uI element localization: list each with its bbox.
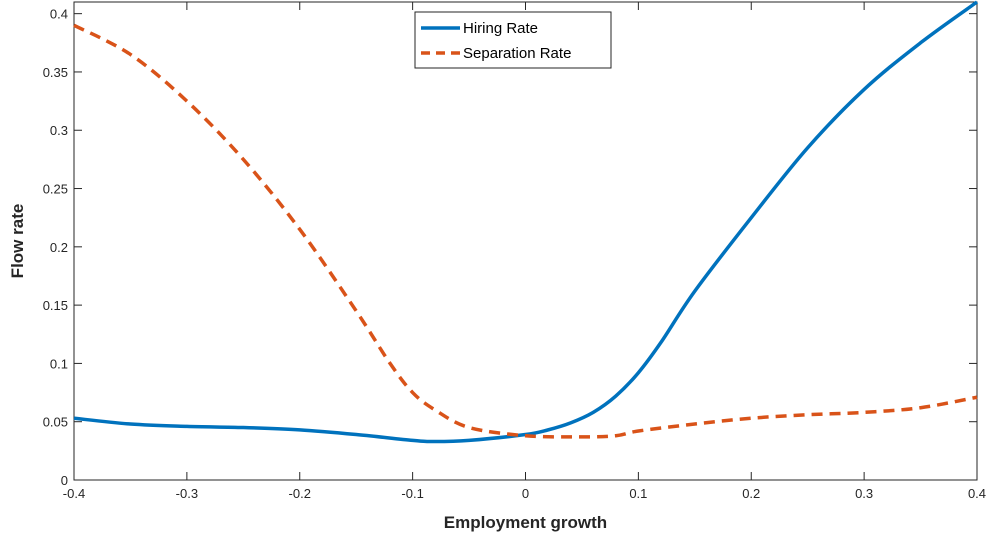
series-line-separation-rate (73, 23, 978, 439)
x-tick-label: 0 (522, 486, 529, 501)
legend-label-hiring-rate: Hiring Rate (463, 20, 538, 37)
y-axis-label: Flow rate (8, 204, 27, 279)
x-tick-label: 0.3 (855, 486, 873, 501)
y-tick-label: 0.1 (50, 356, 68, 371)
y-tick-label: 0.25 (43, 182, 68, 197)
y-tick-label: 0.35 (43, 65, 68, 80)
x-tick-label: -0.1 (401, 486, 423, 501)
x-axis-label: Employment growth (444, 513, 607, 532)
legend: Hiring Rate Separation Rate (414, 11, 612, 69)
plot-area (73, 1, 978, 481)
x-tick-label: 0.4 (968, 486, 986, 501)
y-tick-label: 0 (61, 473, 68, 488)
y-tick-label: 0.3 (50, 123, 68, 138)
legend-label-separation-rate: Separation Rate (463, 45, 571, 62)
x-tick-label: -0.3 (176, 486, 198, 501)
y-tick-label: 0.4 (50, 7, 68, 22)
y-tick-label: 0.15 (43, 298, 68, 313)
y-tick-label: 0.05 (43, 415, 68, 430)
x-tick-label: -0.4 (63, 486, 85, 501)
legend-box (414, 11, 612, 69)
axis-ticks (73, 2, 978, 481)
x-tick-label: 0.2 (742, 486, 760, 501)
x-tick-label: -0.2 (289, 486, 311, 501)
y-tick-label: 0.2 (50, 240, 68, 255)
series-layer (73, 0, 979, 444)
x-tick-label: 0.1 (629, 486, 647, 501)
x-tick-labels: -0.4 -0.3 -0.2 -0.1 0 0.1 0.2 0.3 0.4 (63, 486, 986, 501)
y-tick-labels: 0 0.05 0.1 0.15 0.2 0.25 0.3 0.35 0.4 (43, 7, 68, 488)
series-line-hiring-rate (73, 0, 979, 444)
